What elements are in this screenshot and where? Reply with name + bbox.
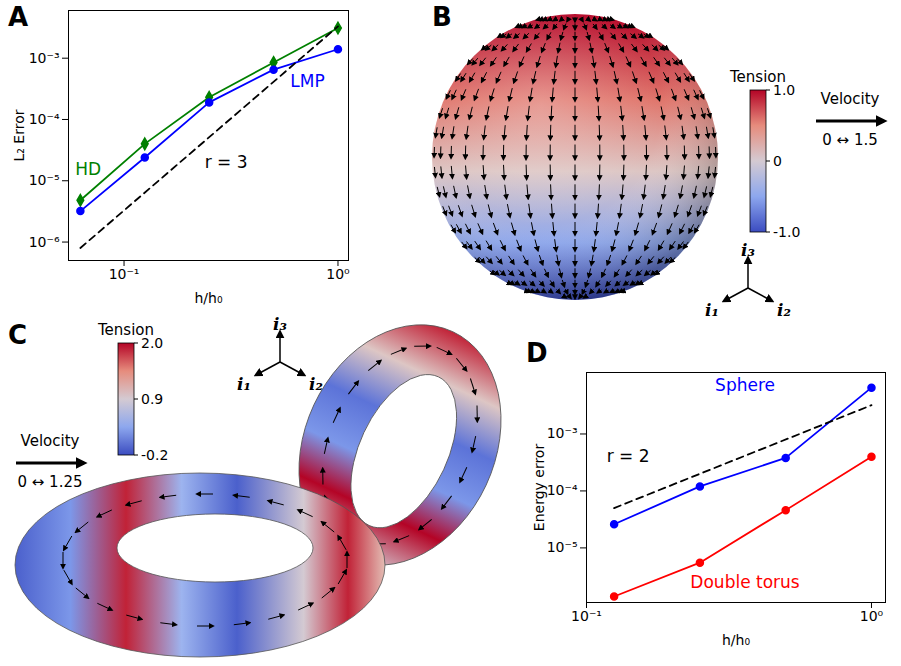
svg-text:10⁻⁴: 10⁻⁴: [29, 111, 60, 127]
svg-text:Velocity: Velocity: [821, 90, 880, 108]
svg-text:i₂: i₂: [309, 374, 323, 394]
svg-text:Tension: Tension: [97, 321, 154, 339]
svg-text:A: A: [8, 2, 28, 32]
svg-text:10⁰: 10⁰: [860, 608, 884, 624]
svg-text:Energy error: Energy error: [531, 444, 547, 532]
svg-text:10⁻¹: 10⁻¹: [571, 608, 602, 624]
svg-text:Double torus: Double torus: [690, 572, 799, 592]
svg-text:r = 3: r = 3: [205, 152, 248, 172]
svg-text:r = 2: r = 2: [607, 446, 650, 466]
svg-text:1.0: 1.0: [773, 82, 795, 98]
svg-text:HD: HD: [75, 159, 101, 179]
svg-text:10⁻⁵: 10⁻⁵: [547, 539, 578, 555]
svg-text:0 ↔ 1.5: 0 ↔ 1.5: [822, 131, 878, 149]
svg-text:Sphere: Sphere: [715, 375, 775, 395]
svg-text:-1.0: -1.0: [773, 224, 800, 240]
svg-text:10⁻¹: 10⁻¹: [109, 266, 140, 282]
svg-text:i₃: i₃: [741, 240, 755, 260]
svg-text:Velocity: Velocity: [21, 432, 80, 450]
svg-text:C: C: [8, 320, 27, 350]
svg-text:10⁻³: 10⁻³: [547, 425, 578, 441]
svg-text:h/h₀: h/h₀: [722, 632, 750, 648]
svg-text:0.9: 0.9: [141, 391, 163, 407]
svg-text:D: D: [526, 338, 548, 368]
svg-text:LMP: LMP: [290, 71, 324, 91]
svg-text:10⁻⁵: 10⁻⁵: [29, 172, 60, 188]
svg-text:10⁻³: 10⁻³: [29, 50, 60, 66]
svg-text:L₂ Error: L₂ Error: [11, 109, 27, 161]
svg-text:10⁻⁴: 10⁻⁴: [547, 482, 578, 498]
svg-text:0 ↔ 1.25: 0 ↔ 1.25: [17, 473, 82, 491]
svg-text:h/h₀: h/h₀: [194, 290, 222, 306]
svg-text:Tension: Tension: [729, 68, 786, 86]
svg-text:10⁰: 10⁰: [326, 266, 350, 282]
svg-text:i₁: i₁: [237, 374, 251, 394]
svg-text:i₃: i₃: [273, 314, 287, 334]
svg-text:B: B: [432, 2, 452, 32]
svg-text:i₁: i₁: [705, 300, 719, 320]
svg-text:-0.2: -0.2: [141, 447, 168, 463]
svg-text:i₂: i₂: [777, 300, 791, 320]
svg-text:10⁻⁶: 10⁻⁶: [29, 234, 60, 250]
svg-text:2.0: 2.0: [141, 335, 163, 351]
svg-text:0: 0: [773, 153, 782, 169]
